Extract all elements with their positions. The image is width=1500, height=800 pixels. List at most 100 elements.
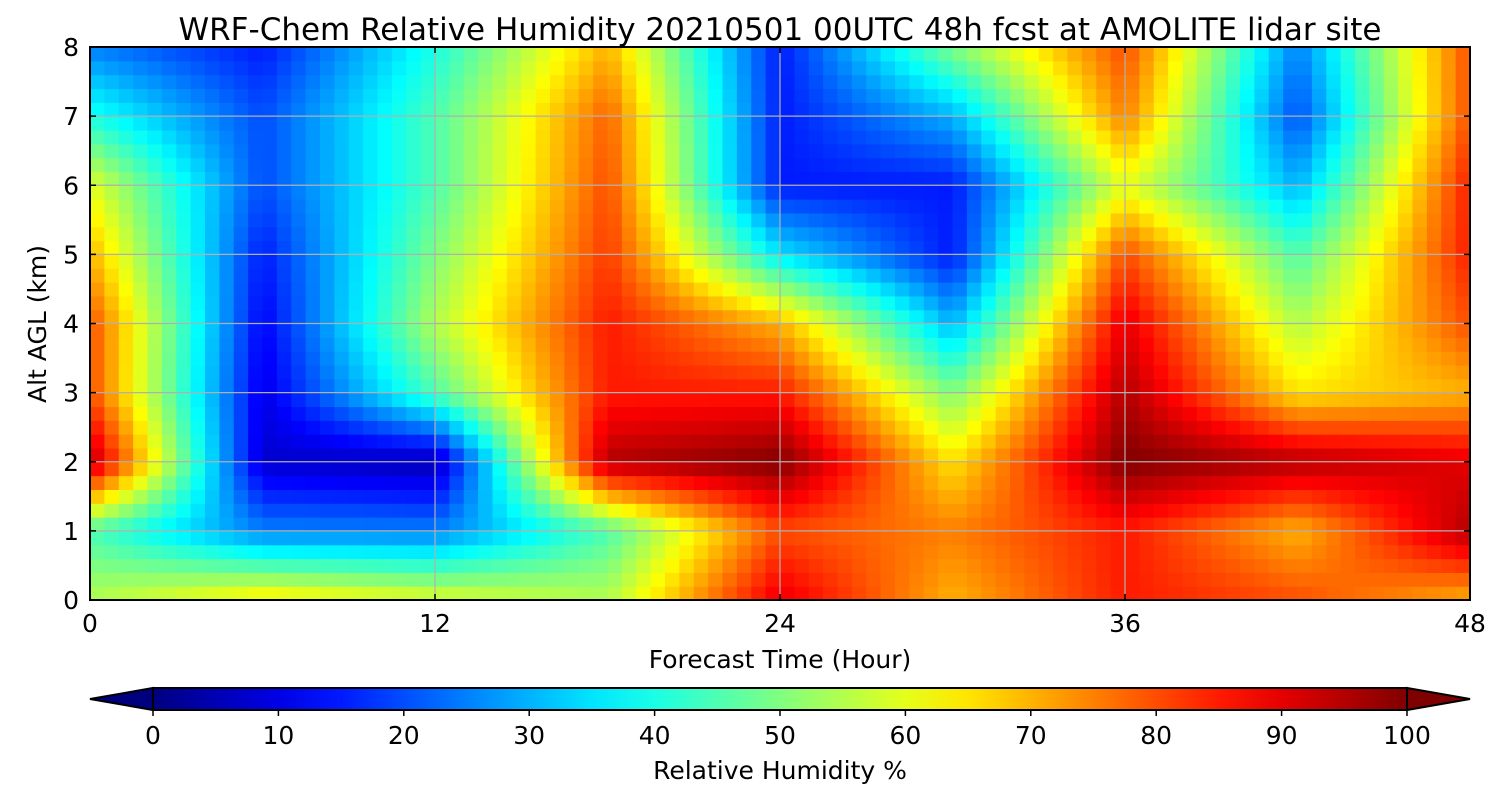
heatmap-cell <box>320 226 335 242</box>
heatmap-cell <box>478 323 494 338</box>
heatmap-cell <box>334 475 350 490</box>
heatmap-cell <box>1053 199 1069 214</box>
heatmap-cell <box>248 171 264 186</box>
heatmap-cell <box>751 517 767 532</box>
heatmap-cell <box>1441 489 1457 504</box>
heatmap-cell <box>1369 475 1385 490</box>
heatmap-cell <box>1383 240 1399 255</box>
heatmap-cell <box>391 392 407 408</box>
heatmap-cell <box>938 351 954 366</box>
heatmap-cell <box>866 268 882 283</box>
heatmap-cell <box>291 88 307 103</box>
heatmap-cell <box>233 212 249 228</box>
heatmap-cell <box>593 544 609 560</box>
heatmap-cell <box>650 295 666 311</box>
heatmap-cell <box>708 475 724 490</box>
heatmap-cell <box>679 434 695 449</box>
heatmap-cell <box>578 351 594 366</box>
heatmap-cell <box>909 143 925 159</box>
heatmap-cell <box>492 143 508 159</box>
heatmap-cell <box>1283 226 1299 242</box>
heatmap-cell <box>133 406 149 421</box>
heatmap-cell <box>1283 503 1299 518</box>
heatmap-cell <box>938 572 954 587</box>
heatmap-cell <box>708 489 724 504</box>
heatmap-cell <box>147 212 163 228</box>
heatmap-cell <box>722 268 738 283</box>
heatmap-cell <box>866 544 882 560</box>
heatmap-cell <box>1081 378 1097 394</box>
heatmap-cell <box>1182 254 1198 269</box>
heatmap-cell <box>320 378 335 394</box>
heatmap-cell <box>276 309 292 325</box>
heatmap-cell <box>952 558 968 573</box>
heatmap-cell <box>406 185 422 200</box>
heatmap-cell <box>320 323 335 338</box>
heatmap-cell <box>679 47 695 62</box>
heatmap-cell <box>621 586 637 600</box>
heatmap-cell <box>1067 88 1083 103</box>
heatmap-cell <box>1096 143 1112 159</box>
heatmap-cell <box>334 185 350 200</box>
heatmap-cell <box>708 282 724 297</box>
heatmap-cell <box>262 268 278 283</box>
heatmap-cell <box>291 503 307 518</box>
heatmap-cell <box>1196 143 1212 159</box>
heatmap-cell <box>219 475 235 490</box>
heatmap-cell <box>578 226 594 242</box>
heatmap-cell <box>1053 143 1069 159</box>
heatmap-cell <box>823 157 839 173</box>
heatmap-cell <box>248 378 264 394</box>
heatmap-cell <box>765 392 781 408</box>
heatmap-cell <box>1297 282 1313 297</box>
heatmap-cell <box>276 268 292 283</box>
heatmap-cell <box>1196 447 1212 463</box>
heatmap-cell <box>320 572 335 587</box>
heatmap-cell <box>435 434 450 449</box>
colorbar-tick-label: 20 <box>388 721 420 750</box>
heatmap-cell <box>133 544 149 560</box>
heatmap-cell <box>981 282 997 297</box>
heatmap-cell <box>1081 434 1097 449</box>
heatmap-cell <box>693 517 709 532</box>
heatmap-cell <box>133 503 149 518</box>
heatmap-cell <box>435 447 450 463</box>
heatmap-cell <box>147 378 163 394</box>
heatmap-cell <box>736 240 752 255</box>
heatmap-cell <box>880 240 896 255</box>
heatmap-cell <box>435 254 450 269</box>
heatmap-cell <box>104 143 120 159</box>
heatmap-cell <box>679 116 695 131</box>
heatmap-cell <box>1110 530 1126 546</box>
heatmap-cell <box>1010 447 1025 463</box>
heatmap-cell <box>1355 530 1370 546</box>
heatmap-cell <box>1311 47 1327 62</box>
heatmap-cell <box>1081 558 1097 573</box>
heatmap-cell <box>176 489 192 504</box>
heatmap-cell <box>463 517 479 532</box>
heatmap-cell <box>621 378 637 394</box>
heatmap-cell <box>923 212 939 228</box>
heatmap-cell <box>564 60 580 76</box>
heatmap-cell <box>550 309 565 325</box>
heatmap-cell <box>305 240 321 255</box>
heatmap-cell <box>1254 337 1270 352</box>
heatmap-cell <box>320 129 335 145</box>
heatmap-cell <box>449 461 465 477</box>
heatmap-cell <box>1211 157 1227 173</box>
heatmap-cell <box>435 475 450 490</box>
heatmap-cell <box>578 60 594 76</box>
heatmap-cell <box>1254 572 1270 587</box>
heatmap-cell <box>1254 240 1270 255</box>
heatmap-cell <box>923 47 939 62</box>
heatmap-cell <box>578 434 594 449</box>
heatmap-cell <box>1311 60 1327 76</box>
heatmap-cell <box>219 406 235 421</box>
heatmap-cell <box>952 226 968 242</box>
heatmap-cell <box>1125 586 1140 600</box>
heatmap-cell <box>751 351 767 366</box>
heatmap-cell <box>1426 240 1442 255</box>
heatmap-cell <box>693 337 709 352</box>
heatmap-cell <box>463 364 479 380</box>
heatmap-cell <box>794 378 810 394</box>
